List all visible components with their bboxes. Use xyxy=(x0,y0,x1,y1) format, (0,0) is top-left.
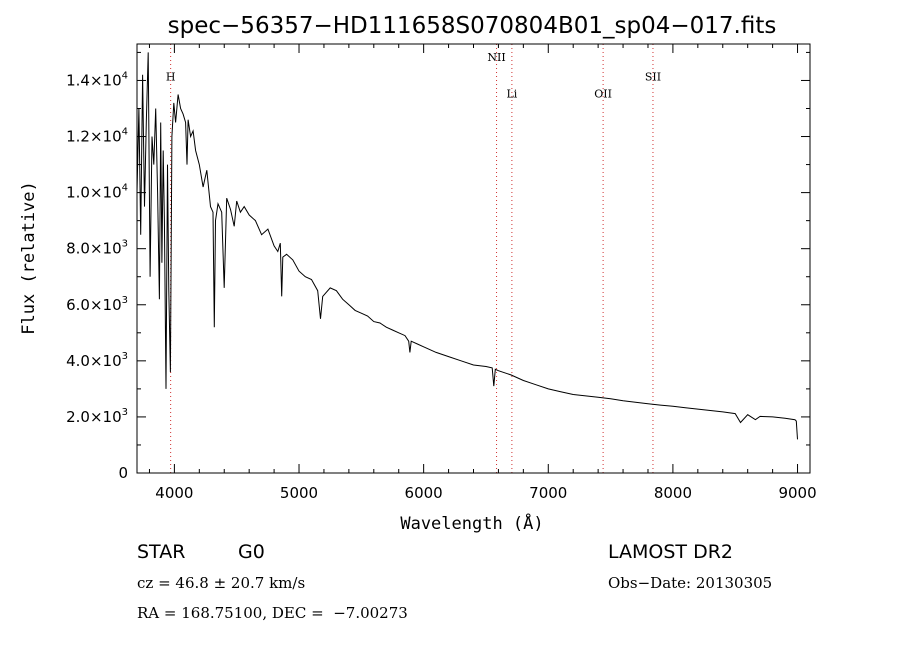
plot-frame xyxy=(136,43,811,474)
spectral-line-label: NII xyxy=(487,51,505,64)
y-tick-label: 4.0×103 xyxy=(66,351,128,370)
y-tick-label: 8.0×103 xyxy=(66,239,128,258)
object-type: STAR xyxy=(137,541,186,563)
chart-title: spec−56357−HD111658S070804B01_sp04−017.f… xyxy=(168,13,777,39)
spectral-subclass: G0 xyxy=(238,541,265,563)
spectral-line-label: Li xyxy=(506,87,517,100)
redshift-velocity: cz = 46.8 ± 20.7 km/s xyxy=(137,574,306,592)
spectrum-line xyxy=(136,52,798,440)
y-tick-label: 6.0×103 xyxy=(66,295,128,314)
y-tick-label: 1.4×104 xyxy=(66,70,128,89)
survey-name: LAMOST DR2 xyxy=(608,541,733,563)
spectral-line-label: H xyxy=(166,70,176,83)
spectral-line-label: SII xyxy=(645,70,661,83)
x-tick-label: 6000 xyxy=(405,484,443,502)
x-axis-label: Wavelength (Å) xyxy=(400,512,543,534)
spectral-line-label: OII xyxy=(594,87,612,100)
x-tick-label: 5000 xyxy=(280,484,318,502)
x-tick-label: 9000 xyxy=(778,484,816,502)
y-tick-label: 2.0×103 xyxy=(66,407,128,426)
y-axis: 0 2.0×103 4.0×103 6.0×103 8.0×103 1.0×104 1.2×… xyxy=(66,51,810,482)
y-tick-label: 1.0×104 xyxy=(66,183,128,202)
x-axis: 4000 5000 6000 7000 8000 9000 xyxy=(148,44,817,502)
x-tick-label: 8000 xyxy=(654,484,692,502)
y-tick-label: 1.2×104 xyxy=(66,127,128,146)
observation-date: Obs−Date: 20130305 xyxy=(608,574,773,592)
coordinates: RA = 168.75100, DEC = −7.00273 xyxy=(137,604,408,622)
y-axis-label: Flux (relative) xyxy=(19,181,39,335)
y-tick-label: 0 xyxy=(118,464,128,482)
x-tick-label: 7000 xyxy=(529,484,567,502)
x-tick-label: 4000 xyxy=(155,484,193,502)
spectral-line-markers: H NII Li OII SII xyxy=(166,44,661,473)
